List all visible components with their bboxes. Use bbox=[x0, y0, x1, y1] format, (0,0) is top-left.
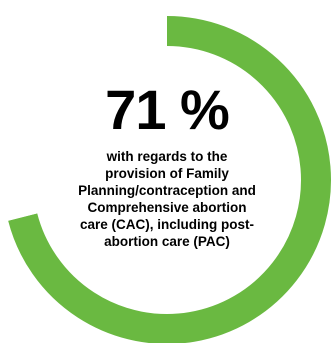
caption-line-6: abortion care (PAC) bbox=[104, 234, 230, 249]
caption-line-4: Comprehensive abortion bbox=[87, 200, 247, 215]
caption-line-5: care (CAC), including post- bbox=[79, 217, 254, 232]
percentage-value: 71 % bbox=[105, 78, 230, 141]
caption-line-1: with regards to the bbox=[106, 149, 228, 164]
donut-segment-filled bbox=[8, 16, 331, 343]
caption: with regards to the provision of Family … bbox=[0, 148, 334, 250]
donut-segment-remainder bbox=[3, 16, 168, 221]
caption-line-2: provision of Family bbox=[105, 166, 229, 181]
caption-line-3: Planning/contraception and bbox=[78, 183, 256, 198]
